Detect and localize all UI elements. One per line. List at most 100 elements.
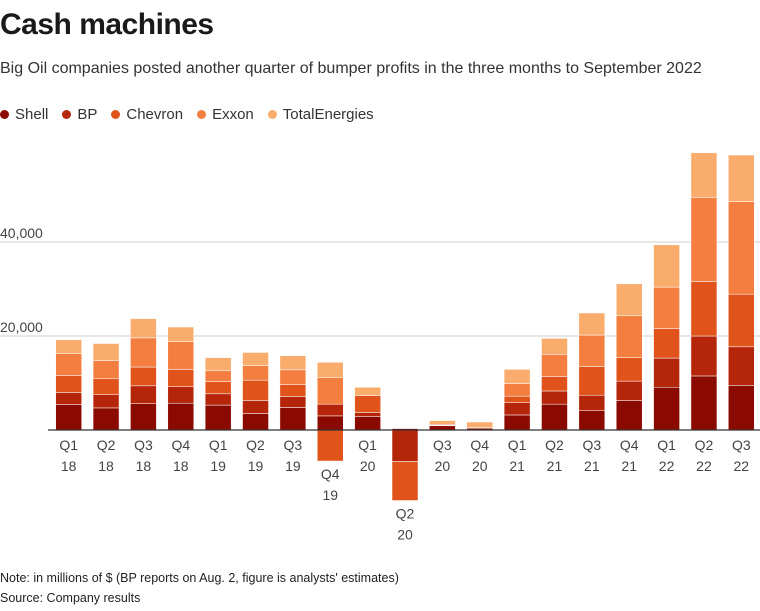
bar-segment-totalenergies: [541, 338, 568, 355]
bar-segment-chevron: [242, 379, 269, 401]
x-tick-label: 21: [509, 458, 525, 474]
bar-segment-exxon: [92, 360, 120, 380]
bars-layer: [55, 152, 755, 501]
bar-segment-exxon: [578, 334, 606, 367]
bar-segment-exxon: [653, 286, 680, 329]
bar-segment-bp: [55, 392, 82, 405]
x-tick-label: 21: [584, 458, 600, 474]
x-tick-label: 19: [322, 487, 338, 503]
bar-segment-shell: [130, 403, 157, 431]
bar-segment-exxon: [204, 370, 232, 382]
chart-title: Cash machines: [0, 8, 214, 41]
bar-segment-totalenergies: [578, 312, 606, 336]
grid-layer: [0, 241, 760, 337]
legend-label: TotalEnergies: [282, 106, 374, 123]
x-tick-label: 18: [173, 458, 189, 474]
x-tick-label: 20: [472, 458, 488, 474]
bar-segment-shell: [242, 413, 269, 431]
bar-segment-shell: [204, 404, 232, 431]
x-tick-label: 20: [435, 458, 451, 474]
bar-segment-shell: [541, 403, 568, 431]
x-tick-label: 18: [98, 458, 114, 474]
bar-segment-exxon: [167, 341, 195, 370]
chart-source: Source: Company results: [0, 591, 141, 605]
bar-segment-exxon: [279, 369, 307, 385]
bar-segment-shell: [279, 407, 307, 431]
bar-segment-shell: [728, 385, 755, 431]
legend-item-shell: Shell: [0, 106, 48, 123]
bar-segment-bp: [204, 393, 232, 406]
bar-segment-shell: [167, 402, 195, 431]
bar-segment-shell: [653, 386, 680, 431]
bar-segment-shell: [503, 414, 531, 431]
legend-swatch: [62, 110, 72, 119]
x-tick-label: Q1: [508, 437, 527, 453]
bar-segment-shell: [690, 375, 718, 431]
bar-segment-exxon: [130, 337, 157, 368]
x-tick-label: Q4: [321, 466, 340, 482]
bar-segment-totalenergies: [653, 244, 680, 288]
bar-segment-shell: [429, 425, 456, 431]
bar-segment-totalenergies: [466, 421, 493, 428]
y-tick-label: 20,000: [0, 319, 43, 335]
x-tick-label: Q1: [358, 437, 377, 453]
x-tick-label: 19: [285, 458, 301, 474]
x-tick-label: 18: [136, 458, 152, 474]
axis-layer: 20,000 40,000 Q1 18 Q2 18 Q3 18 Q4 18 Q1 19 Q2 19 Q3 19…: [0, 225, 760, 543]
legend-item-chevron: Chevron: [111, 106, 183, 123]
bar-segment-chevron: [167, 369, 195, 388]
x-tick-label: Q3: [582, 437, 601, 453]
x-tick-label: 22: [696, 458, 712, 474]
bar-segment-exxon: [317, 377, 344, 405]
legend-item-bp: BP: [62, 106, 97, 123]
chart-subtitle: Big Oil companies posted another quarter…: [0, 60, 702, 77]
bar-segment-bp: [578, 394, 606, 411]
bar-segment-totalenergies: [429, 420, 456, 425]
x-tick-label: Q4: [470, 437, 489, 453]
x-tick-label: Q2: [396, 506, 415, 522]
bar-segment-totalenergies: [503, 369, 531, 384]
bar-segment-chevron: [279, 384, 307, 397]
x-tick-label: Q1: [209, 437, 228, 453]
x-tick-label: 20: [360, 458, 376, 474]
bar-segment-chevron: [130, 366, 157, 387]
legend-label: Shell: [15, 106, 49, 123]
bar-segment-totalenergies: [690, 152, 718, 198]
x-tick-label: Q1: [59, 437, 78, 453]
bar-segment-bp: [167, 386, 195, 404]
bar-segment-bp: [615, 380, 643, 401]
bar-segment-exxon: [55, 353, 82, 376]
bar-segment-bp: [92, 394, 120, 409]
bar-segment-chevron: [503, 395, 531, 403]
bar-segment-bp: [503, 402, 531, 416]
x-tick-label: 21: [547, 458, 563, 474]
x-tick-label: Q3: [433, 437, 452, 453]
x-tick-label: Q4: [171, 437, 190, 453]
bar-segment-shell: [92, 407, 120, 431]
bar-segment-bp: [242, 400, 269, 414]
bar-segment-totalenergies: [354, 386, 381, 396]
y-tick-label: 40,000: [0, 225, 43, 241]
legend-label: BP: [77, 106, 98, 123]
bar-segment-exxon: [503, 383, 531, 397]
x-tick-label: 22: [659, 458, 675, 474]
bar-segment-totalenergies: [130, 318, 157, 339]
legend-swatch: [267, 110, 277, 119]
bar-segment-exxon: [728, 201, 755, 295]
bar-segment-totalenergies: [615, 283, 643, 317]
bar-segment-chevron: [690, 281, 718, 337]
bar-segment-chevron: [653, 328, 680, 359]
bar-segment-chevron: [55, 375, 82, 393]
bar-segment-chevron: [578, 366, 606, 396]
bar-segment-bp: [391, 429, 419, 462]
bar-segment-totalenergies: [317, 362, 344, 378]
legend-swatch: [111, 110, 121, 119]
x-tick-label: 22: [734, 458, 750, 474]
bar-segment-totalenergies: [728, 154, 755, 202]
legend-label: Chevron: [126, 106, 184, 123]
chart-note: Note: in millions of $ (BP reports on Au…: [0, 571, 399, 585]
bar-segment-chevron: [541, 376, 568, 392]
bar-segment-chevron: [728, 293, 755, 348]
bar-segment-bp: [130, 385, 157, 404]
x-tick-label: Q2: [695, 437, 714, 453]
